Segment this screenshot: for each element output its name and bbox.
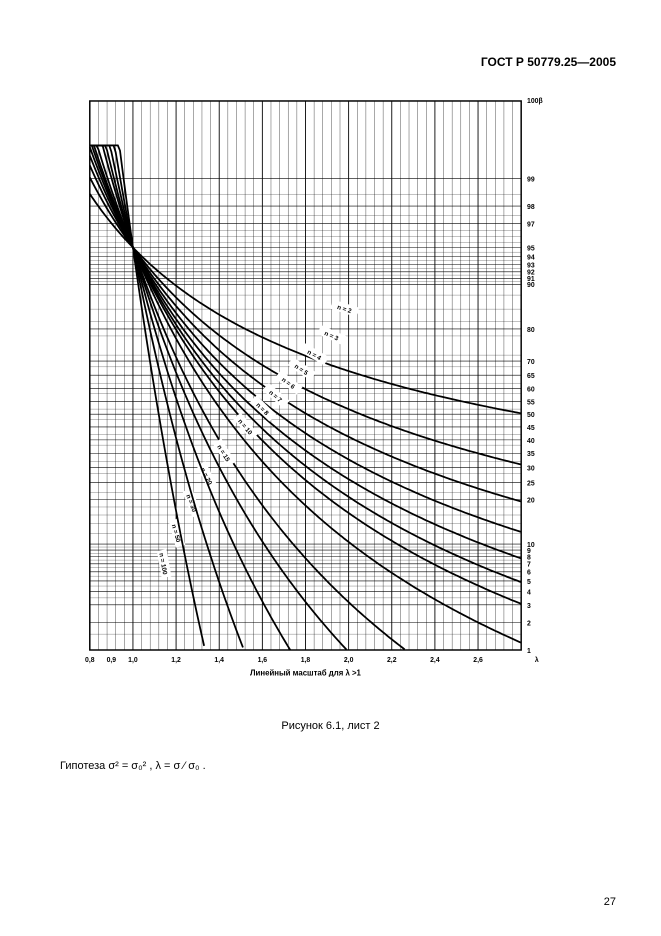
svg-text:98: 98 [527, 204, 535, 211]
svg-text:1,6: 1,6 [258, 657, 268, 664]
svg-text:3: 3 [527, 603, 531, 610]
svg-text:5: 5 [527, 579, 531, 586]
svg-text:100β: 100β [527, 98, 543, 105]
svg-text:2,2: 2,2 [387, 657, 397, 664]
hypothesis-text: Гипотеза σ² = σ₀² , λ = σ ⁄ σ₀ . [60, 760, 206, 772]
svg-text:Линейный масштаб для λ >1: Линейный масштаб для λ >1 [250, 668, 362, 677]
svg-text:91: 91 [527, 276, 535, 283]
figure-caption: Рисунок 6.1, лист 2 [0, 720, 661, 732]
svg-text:1,8: 1,8 [301, 657, 311, 664]
svg-text:50: 50 [527, 412, 535, 419]
svg-text:94: 94 [527, 255, 535, 262]
svg-text:92: 92 [527, 270, 535, 277]
svg-text:55: 55 [527, 399, 535, 406]
svg-text:97: 97 [527, 222, 535, 229]
svg-text:90: 90 [527, 282, 535, 289]
svg-text:n = 30: n = 30 [184, 494, 197, 514]
svg-text:25: 25 [527, 481, 535, 488]
svg-text:30: 30 [527, 465, 535, 472]
svg-text:45: 45 [527, 425, 535, 432]
svg-text:7: 7 [527, 562, 531, 569]
svg-text:1,2: 1,2 [171, 657, 181, 664]
oc-curve-chart: 0,80,91,01,21,41,61,82,02,22,42,6λЛинейн… [80, 90, 540, 670]
svg-text:1,0: 1,0 [128, 657, 138, 664]
svg-text:1,4: 1,4 [214, 657, 224, 664]
svg-text:65: 65 [527, 373, 535, 380]
svg-text:40: 40 [527, 438, 535, 445]
doc-header: ГОСТ Р 50779.25—2005 [481, 55, 616, 69]
svg-text:20: 20 [527, 497, 535, 504]
svg-text:60: 60 [527, 386, 535, 393]
svg-text:2,6: 2,6 [473, 657, 483, 664]
svg-text:10: 10 [527, 542, 535, 549]
svg-text:93: 93 [527, 263, 535, 270]
svg-text:8: 8 [527, 555, 531, 562]
svg-text:1: 1 [527, 648, 531, 655]
svg-text:2: 2 [527, 620, 531, 627]
svg-text:0,9: 0,9 [107, 657, 117, 664]
page-number: 27 [604, 896, 616, 908]
svg-text:6: 6 [527, 570, 531, 577]
svg-text:70: 70 [527, 359, 535, 366]
svg-text:95: 95 [527, 245, 535, 252]
svg-text:2,4: 2,4 [430, 657, 440, 664]
svg-text:4: 4 [527, 590, 531, 597]
svg-text:99: 99 [527, 176, 535, 183]
svg-text:λ: λ [535, 656, 539, 664]
svg-text:35: 35 [527, 451, 535, 458]
svg-text:9: 9 [527, 548, 531, 555]
svg-text:80: 80 [527, 327, 535, 334]
svg-text:2,0: 2,0 [344, 657, 354, 664]
svg-text:0,8: 0,8 [85, 657, 95, 664]
